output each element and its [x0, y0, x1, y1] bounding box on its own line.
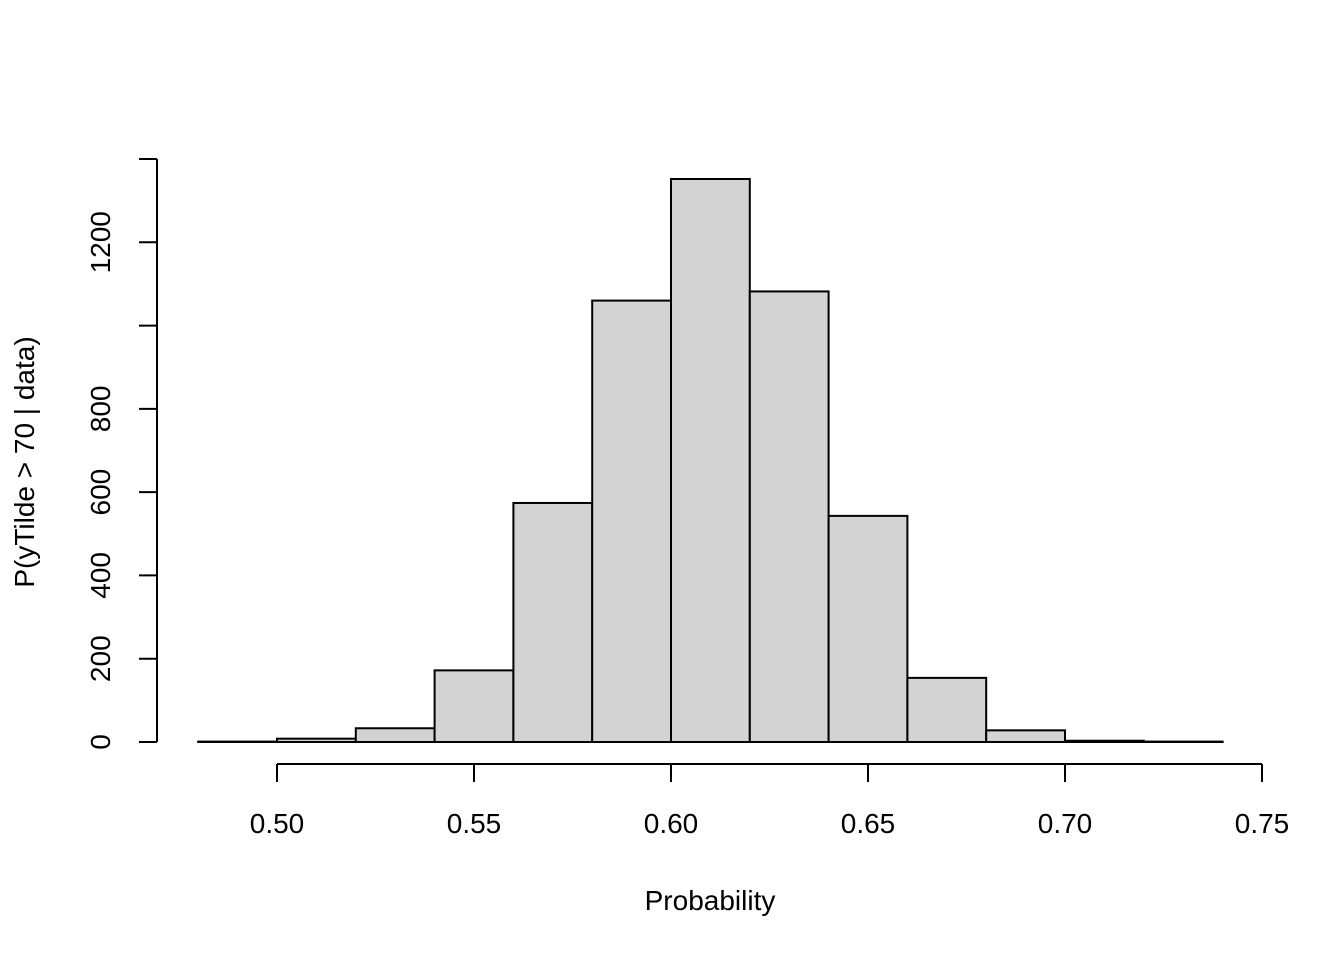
y-tick-label: 1200	[85, 211, 116, 273]
y-tick-label: 400	[85, 552, 116, 599]
histogram-bar-6	[591, 299, 673, 743]
y-tick-label: 600	[85, 469, 116, 516]
x-tick-label: 0.65	[841, 808, 896, 839]
x-tick-label: 0.70	[1038, 808, 1093, 839]
x-axis: 0.50 0.55 0.60 0.65 0.70 0.75	[250, 763, 1290, 839]
histogram-bar-4	[433, 669, 515, 743]
x-tick-label: 0.55	[447, 808, 502, 839]
histogram-bar-10	[906, 676, 988, 743]
histogram-bar-11	[985, 729, 1067, 744]
y-axis-title: P(yTilde > 70 | data)	[9, 336, 40, 587]
histogram-bar-5	[512, 501, 594, 743]
histogram-bar-3	[354, 727, 436, 744]
histogram-bar-7	[670, 177, 751, 743]
x-tick-label: 0.75	[1235, 808, 1290, 839]
histogram-bar-2	[276, 737, 357, 744]
histogram-bar-12	[1064, 739, 1145, 744]
y-tick-label: 0	[85, 734, 116, 750]
y-tick-label: 200	[85, 635, 116, 682]
x-axis-title: Probability	[645, 885, 776, 916]
y-axis: 0 200 400 600 800 1200	[85, 157, 158, 750]
histogram-bar-8	[748, 290, 830, 743]
y-tick-label: 800	[85, 385, 116, 432]
histogram-bar-9	[827, 514, 909, 744]
x-tick-label: 0.60	[644, 808, 699, 839]
x-tick-label: 0.50	[250, 808, 305, 839]
bars-group	[197, 177, 1224, 744]
